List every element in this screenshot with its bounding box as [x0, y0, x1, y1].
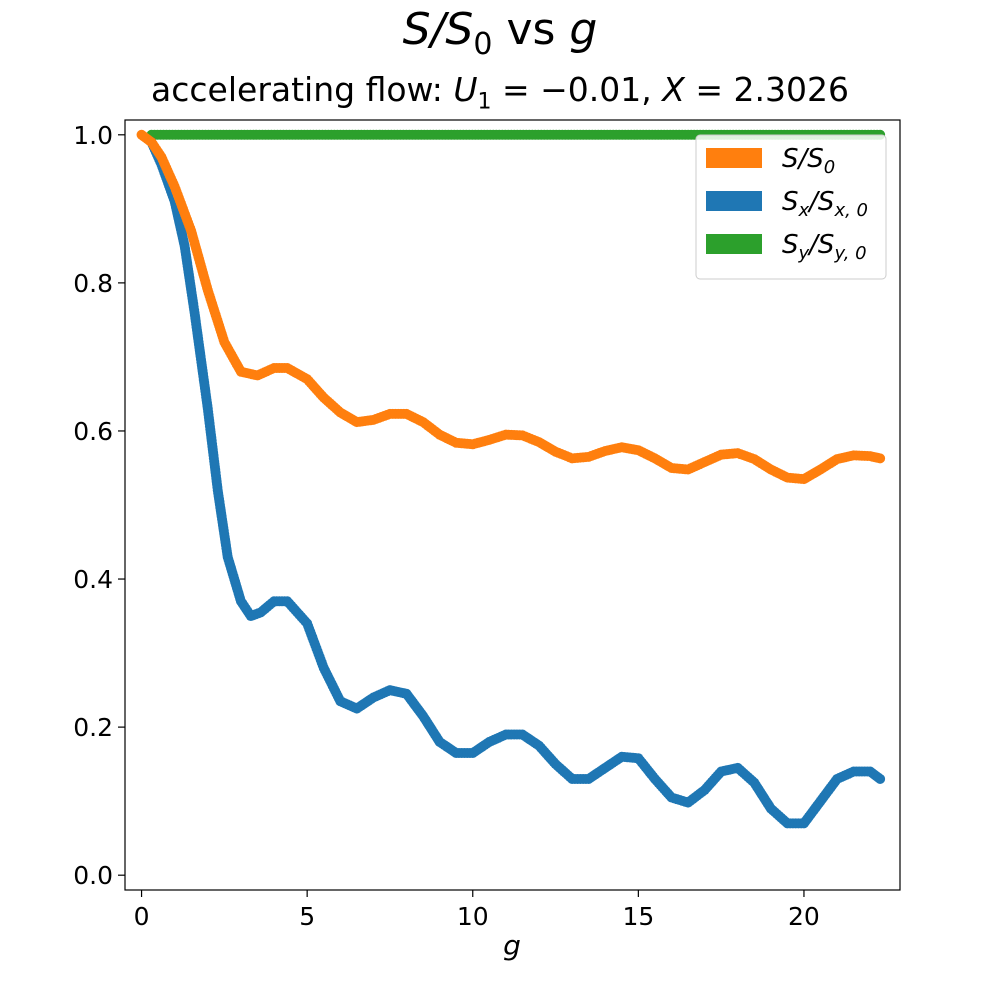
y-axis: 0.0 0.2 0.4 0.6 0.8 1.0: [73, 121, 125, 890]
x-tick-label: 5: [299, 902, 315, 931]
title-subscript: 0: [473, 26, 493, 62]
x-tick-label: 15: [622, 902, 654, 931]
y-tick-label: 0.2: [73, 713, 113, 742]
title-s-ratio: S/S: [402, 4, 474, 55]
legend-swatch: [706, 148, 762, 168]
y-tick-label: 0.8: [73, 269, 113, 298]
legend: S/S0 Sx/Sx, 0 Sy/Sy, 0: [695, 134, 887, 280]
x-axis: 0 5 10 15 20: [134, 890, 820, 931]
plot-frame: [124, 119, 901, 891]
chart-title: S/S0 vs g: [0, 4, 1000, 71]
legend-label: Sy/Sy, 0: [782, 230, 867, 264]
y-tick-label: 0.0: [73, 861, 113, 890]
subtitle-x-var: X: [662, 70, 685, 109]
data-point: [875, 773, 886, 784]
chart-subtitle: accelerating flow: U1 = −0.01, X = 2.302…: [0, 70, 1000, 123]
y-tick-label: 0.6: [73, 417, 113, 446]
series-s-s0: [136, 129, 886, 485]
y-tick-label: 0.4: [73, 565, 113, 594]
title-g: g: [569, 4, 598, 55]
subtitle-x-eq: = 2.3026: [684, 70, 849, 109]
subtitle-u-eq: = −0.01,: [491, 70, 663, 109]
data-point: [875, 453, 886, 464]
x-tick-label: 10: [457, 902, 489, 931]
legend-label: S/S0: [782, 144, 835, 178]
x-tick-label: 0: [134, 902, 150, 931]
legend-swatch: [706, 191, 762, 211]
legend-label: Sx/Sx, 0: [782, 187, 868, 221]
y-tick-label: 1.0: [73, 121, 113, 150]
x-axis-label: g: [503, 929, 521, 962]
subtitle-u-var: U: [453, 70, 478, 109]
subtitle-u-sub: 1: [477, 89, 492, 115]
subtitle-prefix: accelerating flow:: [151, 70, 454, 109]
series-layer: [136, 129, 886, 829]
title-vs: vs: [492, 4, 570, 55]
x-tick-label: 20: [788, 902, 820, 931]
legend-swatch: [706, 234, 762, 254]
